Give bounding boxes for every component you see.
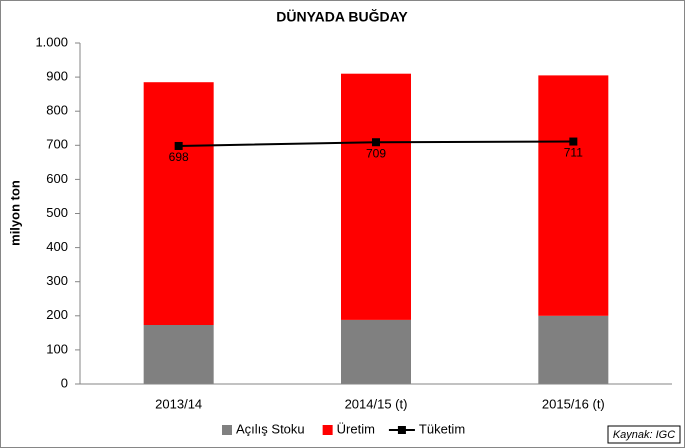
bar (143, 82, 214, 326)
y-tick-label: 900 (46, 69, 68, 84)
bar (341, 73, 411, 320)
legend-swatch (222, 425, 232, 435)
y-tick-label: 800 (46, 103, 68, 118)
x-tick-label: 2014/15 (t) (345, 396, 408, 411)
legend-label: Tüketim (419, 421, 465, 436)
y-tick-label: 600 (46, 171, 68, 186)
legend-label: Açılış Stoku (236, 421, 305, 436)
data-label: 698 (169, 150, 189, 164)
legend-swatch (322, 425, 333, 435)
y-tick-label: 200 (46, 307, 68, 322)
line-marker (174, 141, 183, 150)
line-marker (569, 137, 578, 146)
y-tick-label: 500 (46, 205, 68, 220)
y-tick-label: 1.000 (35, 34, 68, 49)
y-tick-label: 400 (46, 239, 68, 254)
y-tick-label: 0 (61, 375, 68, 390)
annotation-box (607, 425, 681, 444)
bar (538, 315, 609, 384)
line-marker (372, 138, 380, 147)
chart-title: DÜNYADA BUĞDAY (276, 8, 408, 25)
x-tick-label: 2013/14 (155, 396, 202, 411)
bar (538, 75, 609, 316)
annotation: Kaynak: IGC (613, 429, 675, 441)
data-label: 709 (366, 146, 386, 160)
data-label: 711 (564, 146, 583, 160)
legend-marker (397, 426, 406, 434)
bar (143, 325, 214, 384)
bar (341, 319, 411, 384)
x-tick-label: 2015/16 (t) (542, 396, 605, 411)
y-tick-label: 300 (46, 273, 68, 288)
legend-label: Üretim (337, 421, 375, 436)
y-tick-label: 100 (46, 341, 68, 356)
y-axis-label: milyon ton (7, 180, 22, 246)
y-tick-label: 700 (46, 137, 68, 152)
